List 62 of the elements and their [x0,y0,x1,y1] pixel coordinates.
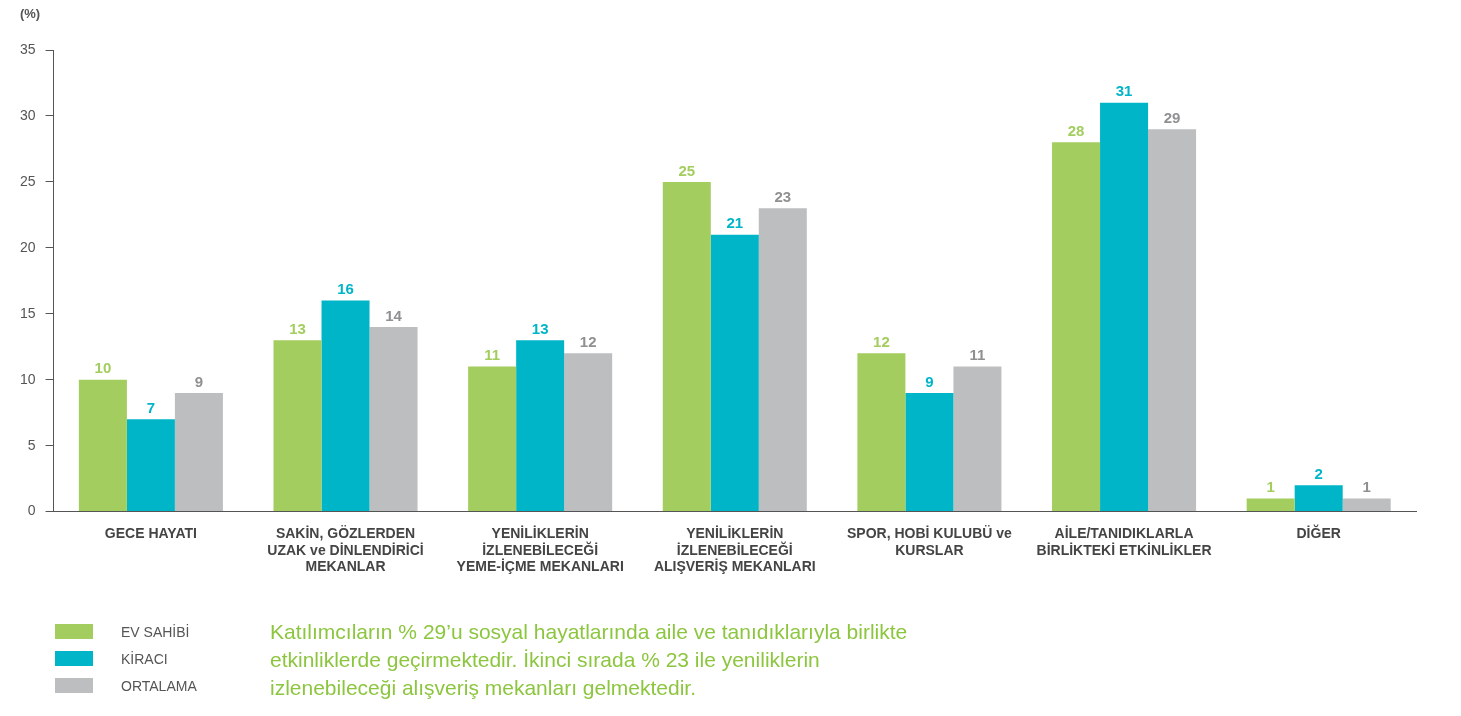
x-tick-label: DİĞER [1296,523,1341,541]
x-tick-label: GECE HAYATI [104,524,197,541]
bar [174,392,223,512]
bar [662,181,711,512]
bar [516,340,565,512]
data-label: 12 [873,332,890,350]
data-label: 11 [484,346,501,364]
legend-label: EV SAHİBİ [121,623,190,640]
data-label: 23 [774,187,792,205]
bar [1100,102,1149,512]
bar [857,353,906,512]
legend-label: KİRACI [121,650,168,667]
data-label: 16 [337,280,354,298]
text: Katılımcıların % 29’u sosyal hayatlarında aile ve tanıdıklarıyla birlikte etkinliklerde geçirmektedir. İkinci sırada % 23 ile yeniliklerin izlenebileceği alışveriş mekanları gelmektedir. [270,619,909,701]
bar [1342,498,1391,512]
y-tick-label: 5 [27,436,36,453]
data-label: 1 [1266,478,1275,496]
data-label: 2 [1314,464,1323,482]
bar [758,208,807,512]
bar [273,340,322,512]
y-tick-label: 15 [19,304,36,321]
data-label: 21 [726,214,744,232]
x-tick-label: SPOR, HOBİ KULUBÜ ve KURSLAR [846,524,1013,558]
bar [369,326,418,512]
data-label: 9 [925,372,934,390]
y-tick-label: 30 [19,106,36,123]
bar [1148,129,1197,512]
data-label: 11 [969,346,986,364]
bar [1294,485,1343,512]
data-label: 13 [531,319,549,337]
bar [1052,142,1101,512]
x-tick-label: SAKİN, GÖZLERDEN UZAK ve DİNLENDİRİCİ MEKANLAR [267,524,424,575]
bar [126,419,175,512]
y-axis-title: (%) [19,6,41,22]
x-tick-label: AİLE/TANIDIKLARLA BİRLİKTEKİ ETKİNLİKLER [1036,524,1212,558]
data-label: 14 [385,306,403,324]
data-label: 9 [194,372,204,390]
y-tick-label: 25 [19,172,36,189]
data-label: 10 [94,359,112,377]
bar [321,300,370,512]
legend-label: ORTALAMA [121,677,197,694]
y-tick-label: 0 [27,502,36,519]
data-label: 7 [146,398,156,416]
bar [905,392,954,512]
data-label: 29 [1163,108,1181,126]
y-tick-label: 35 [19,40,36,57]
bar [710,234,759,512]
bar [468,366,517,512]
bar [78,379,127,512]
bar [1246,498,1295,512]
x-tick-label: YENİLİKLERİN İZLENEBİLECEĞİ ALIŞVERİŞ MEKANLARI [653,524,816,575]
data-label: 28 [1067,121,1085,139]
y-tick-label: 20 [19,238,36,255]
data-label: 1 [1362,478,1371,496]
data-label: 31 [1115,82,1133,100]
data-label: 12 [579,332,597,350]
y-tick-label: 10 [19,370,36,387]
data-label: 25 [678,161,696,179]
bar [564,353,613,512]
bar [953,366,1002,512]
data-label: 13 [289,319,306,337]
x-tick-label: YENİLİKLERİN İZLENEBİLECEĞİ YEME-İÇME MEKANLARI [456,524,624,575]
